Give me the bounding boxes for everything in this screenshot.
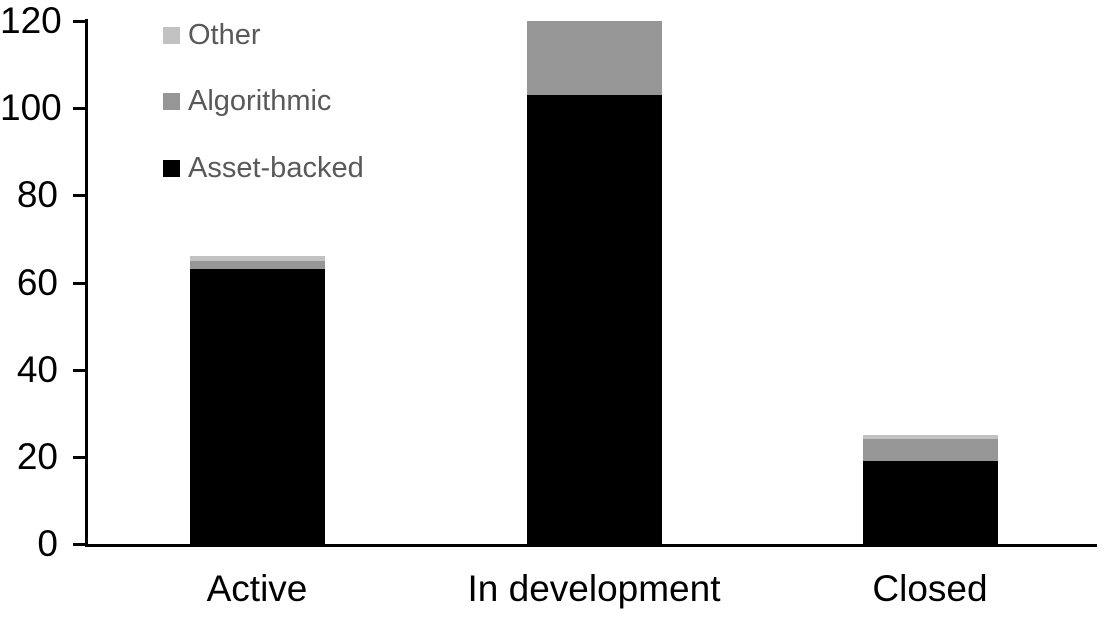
bar-segment-asset-backed-closed <box>862 461 998 544</box>
y-axis-tick-label: 60 <box>16 261 58 303</box>
y-axis-tick <box>73 455 86 459</box>
y-axis-tick-label: 40 <box>16 348 58 390</box>
x-axis-line <box>85 544 1097 547</box>
legend-label: Algorithmic <box>188 85 332 117</box>
legend-swatch-icon <box>163 26 180 44</box>
legend-entry-other: Other <box>163 18 261 52</box>
legend-swatch-icon <box>163 92 180 110</box>
legend-label: Other <box>188 19 261 51</box>
bar-segment-asset-backed-in-development <box>526 95 662 544</box>
y-axis-tick-label: 80 <box>16 174 58 216</box>
bar-in-development <box>526 21 662 544</box>
bar-active <box>189 256 325 544</box>
bar-segment-asset-backed-active <box>189 269 325 544</box>
y-axis-tick-label: 100 <box>0 87 62 129</box>
bar-closed <box>862 435 998 544</box>
y-axis-line <box>85 19 88 547</box>
y-axis-tick <box>73 107 86 111</box>
legend-entry-algorithmic: Algorithmic <box>163 84 331 118</box>
y-axis-tick-label: 120 <box>0 0 62 41</box>
y-axis-tick <box>73 281 86 285</box>
bar-segment-algorithmic-closed <box>862 439 998 462</box>
x-axis-label-closed: Closed <box>872 568 988 609</box>
y-axis-tick-label: 0 <box>37 523 58 564</box>
legend-label: Asset-backed <box>188 152 364 184</box>
y-axis-tick-label: 20 <box>16 435 58 477</box>
x-axis-label-in-development: In development <box>467 568 721 609</box>
y-axis-tick <box>73 194 86 198</box>
legend-entry-asset-backed: Asset-backed <box>163 151 364 185</box>
legend-swatch-icon <box>163 159 180 177</box>
y-axis-tick <box>73 368 86 372</box>
bar-segment-other-closed <box>862 435 998 440</box>
x-axis-label-active: Active <box>206 568 308 609</box>
bar-segment-algorithmic-active <box>189 260 325 270</box>
bar-segment-algorithmic-in-development <box>526 21 662 96</box>
y-axis-tick <box>73 543 86 546</box>
y-axis-tick <box>73 20 86 23</box>
bar-segment-other-active <box>189 256 325 261</box>
